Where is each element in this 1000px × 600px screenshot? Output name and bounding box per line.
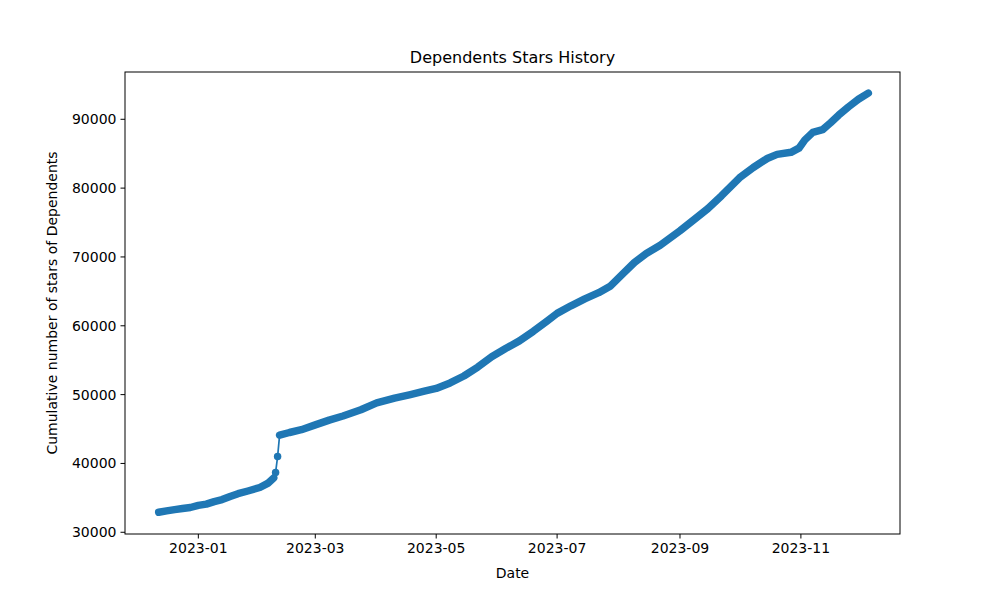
x-axis-ticks: 2023-01 2023-03 2023-05 2023-07 2023-09 2023-…: [169, 534, 830, 556]
x-tick-label: 2023-11: [772, 540, 831, 556]
jump-data-point: [272, 469, 280, 477]
y-tick-label: 80000: [72, 180, 117, 196]
series-marker-band: [159, 478, 274, 512]
jump-data-point: [274, 453, 282, 461]
chart-title: Dependents Stars History: [410, 48, 615, 67]
x-tick-label: 2023-09: [651, 540, 710, 556]
series-marker-band: [280, 93, 869, 435]
chart-canvas: Dependents Stars History Date Cumulative…: [0, 0, 1000, 600]
x-tick-label: 2023-05: [407, 540, 466, 556]
y-tick-label: 40000: [72, 455, 117, 471]
y-axis-label: Cumulative number of stars of Dependents: [44, 151, 60, 454]
y-tick-label: 50000: [72, 387, 117, 403]
figure: Dependents Stars History Date Cumulative…: [0, 0, 1000, 600]
data-series: [159, 93, 869, 512]
y-tick-label: 90000: [72, 111, 117, 127]
y-tick-label: 30000: [72, 524, 117, 540]
series-line: [159, 93, 869, 512]
x-axis-label: Date: [496, 565, 529, 581]
plot-area-border: [125, 72, 900, 534]
y-tick-label: 70000: [72, 249, 117, 265]
y-tick-label: 60000: [72, 318, 117, 334]
x-tick-label: 2023-07: [528, 540, 587, 556]
x-tick-label: 2023-03: [286, 540, 345, 556]
y-axis-ticks: 30000 40000 50000 60000 70000 80000 90000: [72, 111, 125, 540]
x-tick-label: 2023-01: [169, 540, 228, 556]
